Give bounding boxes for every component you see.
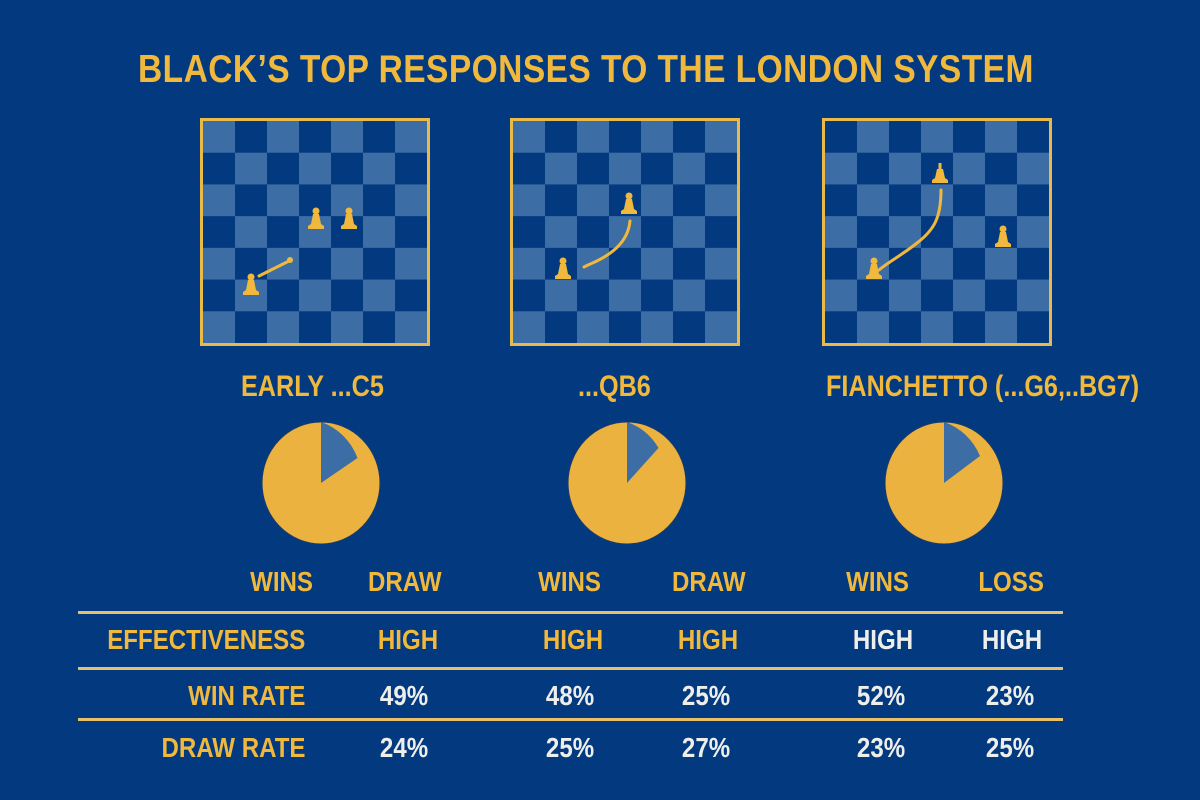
table-cell: 25% [985, 732, 1035, 763]
row-label-effectiveness: EFFECTIVENESS [106, 624, 305, 655]
table-cell: HIGH [677, 624, 739, 655]
column-header: WINS [538, 566, 601, 597]
pie-chart-early-c5 [261, 421, 381, 545]
table-cell: 23% [856, 732, 906, 763]
variation-label-qb6: ...QB6 [578, 370, 651, 403]
pawn-icon [341, 207, 357, 229]
pawn-icon [308, 207, 324, 229]
table-cell: 23% [985, 680, 1035, 711]
pawn-icon [555, 257, 571, 279]
move-arrow-icon [257, 257, 293, 278]
pawn-icon [995, 225, 1011, 247]
table-divider [78, 611, 1063, 614]
bishop-icon [932, 163, 948, 183]
board-squares [513, 121, 737, 343]
pie-slice-minor [944, 422, 980, 483]
row-label-draw-rate: DRAW RATE [160, 732, 305, 763]
variation-label-fianchetto: FIANCHETTO (...G6,..BG7) [826, 370, 1140, 403]
table-divider [78, 718, 1063, 721]
page-title: BLACK’S TOP RESPONSES TO THE LONDON SYST… [138, 48, 1034, 91]
pie-slice-minor [321, 422, 358, 483]
move-arrow-icon [582, 219, 632, 269]
pawn-icon [243, 273, 259, 295]
column-header: WINS [846, 566, 909, 597]
table-cell: 52% [856, 680, 906, 711]
table-cell: HIGH [981, 624, 1043, 655]
table-cell: HIGH [542, 624, 604, 655]
pawn-icon [866, 257, 882, 279]
table-cell: 27% [681, 732, 731, 763]
table-cell: 25% [681, 680, 731, 711]
move-arrow-icon [877, 188, 943, 272]
table-cell: HIGH [852, 624, 914, 655]
variation-label-early-c5: EARLY ...C5 [241, 370, 384, 403]
table-cell: 24% [379, 732, 429, 763]
column-header: WINS [250, 566, 313, 597]
column-header: DRAW [671, 566, 746, 597]
table-cell: 48% [545, 680, 595, 711]
row-label-win-rate: WIN RATE [187, 680, 305, 711]
table-divider [78, 667, 1063, 670]
column-header: DRAW [367, 566, 442, 597]
chessboard-qb6 [510, 118, 740, 346]
board-1-overlay [243, 207, 357, 295]
pawn-icon [621, 192, 637, 214]
pie-chart-fianchetto [884, 421, 1004, 545]
table-cell: 49% [379, 680, 429, 711]
table-cell: HIGH [377, 624, 439, 655]
pie-slice-minor [627, 422, 659, 483]
table-cell: 25% [545, 732, 595, 763]
board-3-overlay [866, 163, 1011, 279]
column-header: LOSS [978, 566, 1044, 597]
board-2-overlay [555, 192, 637, 279]
pie-chart-qb6 [567, 421, 687, 545]
